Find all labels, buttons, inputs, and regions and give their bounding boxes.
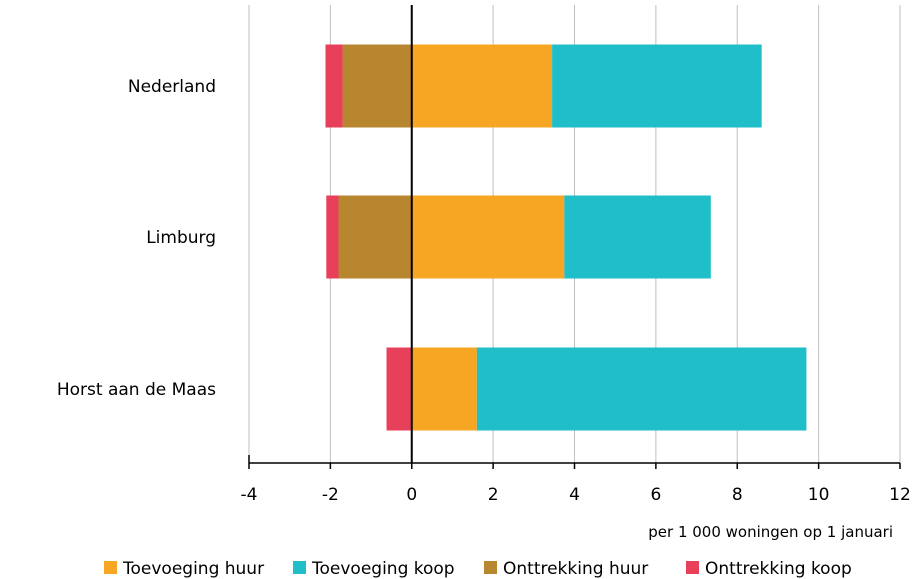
legend: Toevoeging huur Toevoeging koop Onttrekkin… [104, 559, 852, 579]
category-labels: Nederland Limburg Horst aan de Maas [57, 77, 216, 400]
legend-label: Onttrekking huur [503, 559, 648, 579]
x-tick-label: 10 [808, 485, 830, 505]
legend-swatch [293, 561, 306, 574]
bar-toevoeging-koop-nederland [552, 44, 762, 128]
x-tick-label: -2 [322, 485, 339, 505]
bar-toevoeging-koop-limburg [564, 195, 711, 279]
x-tick-label: 12 [889, 485, 911, 505]
x-tick-label: 8 [732, 485, 743, 505]
category-label: Horst aan de Maas [57, 380, 216, 400]
x-tick-label: 6 [650, 485, 661, 505]
bar-toevoeging-koop-horst-aan-de-maas [476, 347, 807, 431]
legend-label: Onttrekking koop [705, 559, 852, 579]
bar-toevoeging-huur-horst-aan-de-maas [411, 347, 477, 431]
bar-onttrekking-koop-limburg [326, 195, 339, 279]
x-tick-label: 2 [488, 485, 499, 505]
x-tick-labels: -4 -2 0 2 4 6 8 10 12 [241, 485, 911, 505]
axes [248, 5, 901, 469]
bar-onttrekking-koop-horst-aan-de-maas [386, 347, 412, 431]
legend-label: Toevoeging koop [311, 559, 455, 579]
bar-onttrekking-huur-nederland [342, 44, 412, 128]
bar-onttrekking-koop-nederland [325, 44, 343, 128]
legend-swatch [484, 561, 497, 574]
legend-label: Toevoeging huur [122, 559, 264, 579]
x-tick-label: 4 [569, 485, 580, 505]
x-axis-label: per 1 000 woningen op 1 januari [648, 523, 893, 541]
bar-toevoeging-huur-nederland [411, 44, 553, 128]
category-label: Limburg [146, 228, 216, 248]
x-tick-label: -4 [241, 485, 258, 505]
bars [325, 44, 807, 431]
x-tick-label: 0 [406, 485, 417, 505]
legend-swatch [104, 561, 117, 574]
legend-swatch [686, 561, 699, 574]
bar-toevoeging-huur-limburg [411, 195, 565, 279]
bar-onttrekking-huur-limburg [338, 195, 412, 279]
category-label: Nederland [128, 77, 216, 97]
